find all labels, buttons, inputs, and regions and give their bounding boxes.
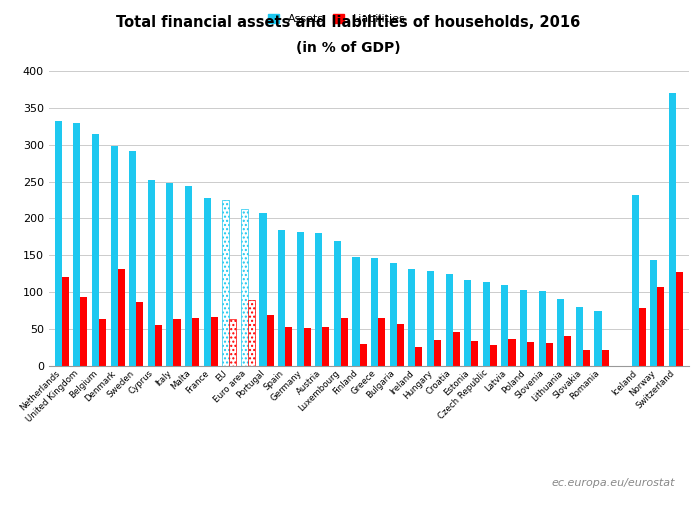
- Bar: [576, 307, 583, 366]
- Bar: [427, 271, 434, 366]
- Bar: [601, 351, 608, 366]
- Bar: [285, 328, 292, 366]
- Bar: [241, 209, 248, 366]
- Bar: [148, 180, 155, 366]
- Bar: [322, 328, 329, 366]
- Bar: [129, 151, 136, 366]
- Bar: [111, 146, 118, 366]
- Bar: [204, 198, 211, 366]
- Bar: [222, 200, 229, 366]
- Bar: [267, 315, 274, 366]
- Bar: [390, 263, 397, 366]
- Bar: [632, 195, 639, 366]
- Bar: [185, 186, 192, 366]
- Bar: [211, 317, 218, 366]
- Legend: Assets, Liabilities: Assets, Liabilities: [266, 12, 408, 26]
- Bar: [501, 285, 509, 366]
- Bar: [55, 121, 62, 366]
- Bar: [409, 269, 416, 366]
- Bar: [371, 258, 378, 366]
- Bar: [92, 134, 99, 366]
- Bar: [99, 320, 106, 366]
- Bar: [557, 300, 564, 366]
- Bar: [360, 344, 367, 366]
- Bar: [296, 232, 303, 366]
- Bar: [278, 230, 285, 366]
- Bar: [650, 261, 658, 366]
- Bar: [546, 343, 553, 366]
- Bar: [669, 93, 676, 366]
- Bar: [397, 324, 404, 366]
- Bar: [229, 320, 237, 366]
- Bar: [658, 287, 665, 366]
- Bar: [464, 280, 471, 366]
- Bar: [352, 258, 360, 366]
- Bar: [539, 291, 546, 366]
- Bar: [136, 302, 143, 366]
- Text: ec.europa.eu/eurostat: ec.europa.eu/eurostat: [552, 478, 675, 488]
- Bar: [166, 183, 173, 366]
- Bar: [676, 272, 683, 366]
- Bar: [62, 277, 69, 366]
- Bar: [303, 328, 311, 366]
- Bar: [490, 345, 497, 366]
- Bar: [639, 307, 646, 366]
- Bar: [315, 233, 322, 366]
- Bar: [334, 241, 341, 366]
- Text: Total financial assets and liabilities of households, 2016: Total financial assets and liabilities o…: [116, 15, 580, 30]
- Bar: [520, 290, 527, 366]
- Bar: [192, 318, 199, 366]
- Bar: [173, 320, 180, 366]
- Bar: [594, 310, 601, 366]
- Bar: [260, 213, 267, 366]
- Bar: [483, 282, 490, 366]
- Bar: [378, 318, 386, 366]
- Bar: [471, 341, 478, 366]
- Bar: [155, 325, 162, 366]
- Bar: [73, 123, 80, 366]
- Bar: [509, 339, 516, 366]
- Bar: [564, 336, 571, 366]
- Bar: [445, 274, 452, 366]
- Bar: [527, 342, 534, 366]
- Bar: [434, 340, 441, 366]
- Bar: [118, 269, 125, 366]
- Bar: [583, 350, 590, 366]
- Bar: [341, 318, 348, 366]
- Bar: [416, 347, 422, 366]
- Bar: [452, 332, 460, 366]
- Bar: [80, 297, 88, 366]
- Bar: [248, 300, 255, 366]
- Text: (in % of GDP): (in % of GDP): [296, 41, 400, 55]
